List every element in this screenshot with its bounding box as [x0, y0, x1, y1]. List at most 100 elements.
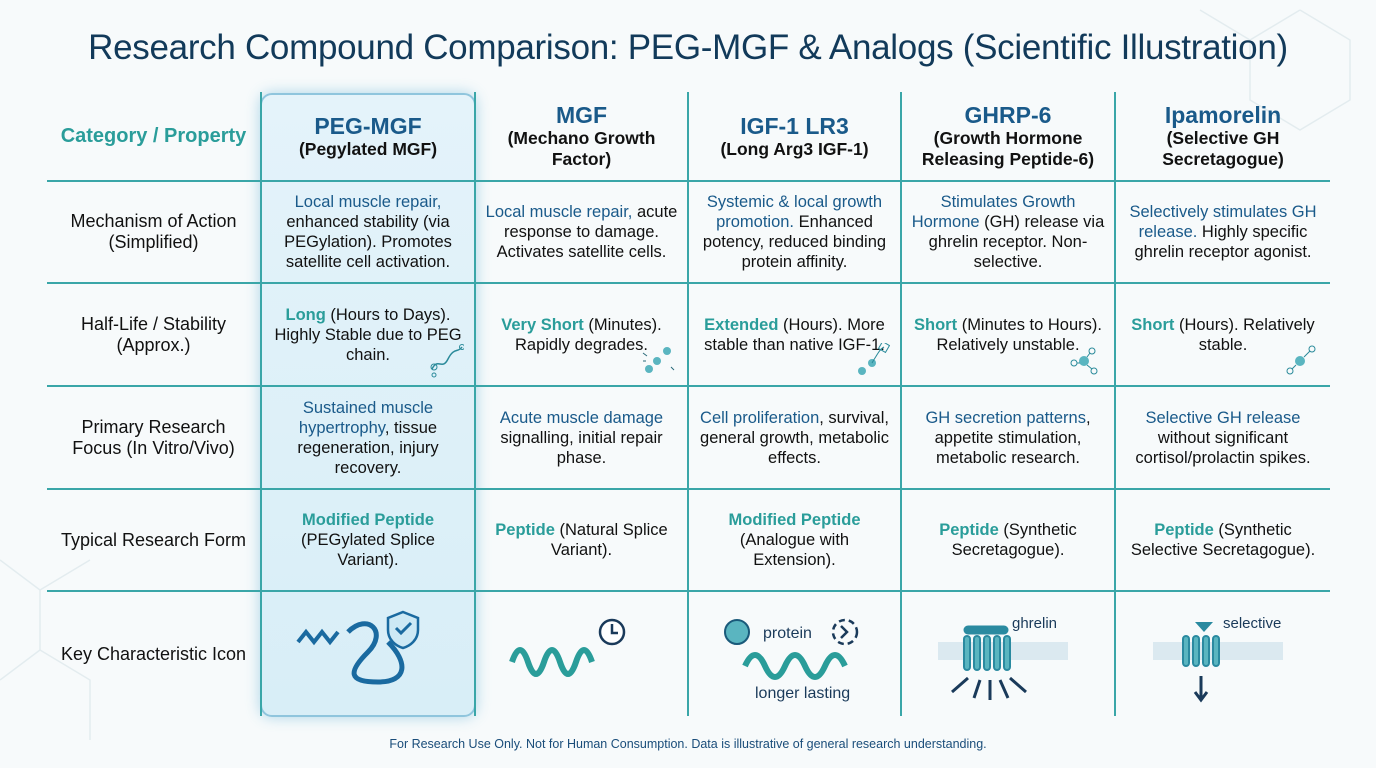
cell-text: Modified Peptide (PEGylated Splice Varia… [270, 510, 466, 570]
category-header-cell: Category / Property [47, 92, 260, 180]
cell-body: enhanced stability (via PEGylation). Pro… [284, 213, 452, 271]
cell-body: Highly specific ghrelin receptor agonist… [1134, 223, 1312, 261]
cell-text: Peptide (Synthetic Secretagogue). [910, 520, 1106, 560]
table-cell: GH secretion patterns, appetite stimulat… [900, 385, 1114, 488]
cell-text: Short (Hours). Relatively stable. [1124, 315, 1322, 355]
cell-highlight: Selectively stimulates GH release. [1129, 203, 1317, 241]
compound-name: Ipamorelin [1164, 102, 1282, 128]
cell-text: Sustained muscle hypertrophy, tissue reg… [270, 398, 466, 478]
cell-text: Stimulates Growth Hormone (GH) release v… [910, 192, 1106, 272]
cell-highlight: Modified Peptide [302, 511, 434, 529]
cell-text: GH secretion patterns, appetite stimulat… [910, 408, 1106, 468]
row-label: Half-Life / Stability (Approx.) [80, 313, 227, 355]
cell-text: Selective GH release without significant… [1124, 408, 1322, 468]
row-label-cell: Half-Life / Stability (Approx.) [47, 282, 260, 385]
cell-highlight: Systemic & local growth promotion. [706, 193, 883, 231]
icon-cell [260, 590, 474, 716]
row-label: Mechanism of Action (Simplified) [70, 211, 237, 252]
table-cell: Local muscle repair, acute response to d… [474, 180, 687, 282]
cell-highlight: Extended [704, 315, 779, 334]
table-cell: Modified Peptide (PEGylated Splice Varia… [260, 488, 474, 590]
compound-subtitle: (Pegylated MGF) [298, 138, 438, 159]
compound-name: PEG-MGF [314, 112, 422, 139]
cell-text: Cell proliferation, survival, general gr… [697, 408, 892, 468]
cell-body: , appetite stimulation, metabolic resear… [934, 408, 1091, 467]
table-cell: Peptide (Natural Splice Variant). [474, 488, 687, 590]
protein-longer-lasting-icon: protein longer lasting [723, 618, 858, 702]
cell-body: (Synthetic Secretagogue). [951, 521, 1077, 559]
peptide-clock-icon [508, 618, 625, 677]
selective-label: selective [1223, 615, 1281, 632]
cell-text: Selectively stimulates GH release. Highl… [1124, 202, 1322, 262]
cell-body: acute response to damage. Activates sate… [496, 203, 678, 261]
icon-cell: protein longer lasting [687, 590, 900, 716]
molecule-icon [642, 347, 675, 373]
ghrelin-receptor-icon: ghrelin [938, 615, 1068, 700]
table-cell: Extended (Hours). More stable than nativ… [687, 282, 900, 385]
cell-text: Local muscle repair, acute response to d… [484, 202, 679, 262]
cell-highlight: Local muscle repair, [485, 203, 633, 221]
cell-highlight: Short [1131, 315, 1175, 334]
row-label-cell: Mechanism of Action (Simplified) [47, 180, 260, 282]
compound-name: MGF [555, 102, 608, 128]
cell-highlight: Short [914, 315, 958, 334]
cell-body: , tissue regeneration, injury recovery. [297, 418, 439, 477]
category-header: Category / Property [60, 125, 247, 147]
table-cell: Short (Hours). Relatively stable. [1114, 282, 1330, 385]
cell-highlight: GH secretion patterns [925, 408, 1086, 427]
cell-body: (PEGylated Splice Variant). [301, 531, 435, 569]
column-header-3: GHRP-6 (Growth Hormone Releasing Peptide-… [900, 92, 1114, 180]
peptide-shield-icon [296, 610, 420, 685]
cell-body: (Hours). Relatively stable. [1174, 315, 1315, 354]
column-header-0: PEG-MGF (Pegylated MGF) [260, 92, 474, 180]
row-label: Key Characteristic Icon [60, 643, 247, 664]
cell-highlight: Acute muscle damage [499, 408, 664, 427]
cell-text: Systemic & local growth promotion. Enhan… [697, 192, 892, 272]
cell-text: Local muscle repair, enhanced stability … [270, 192, 466, 272]
cell-body: (Minutes to Hours). Relatively unstable. [936, 315, 1102, 354]
row-label: Typical Research Form [60, 529, 247, 550]
cell-highlight: Peptide [939, 521, 999, 539]
row-label: Primary Research Focus (In Vitro/Vivo) [72, 416, 235, 458]
comparison-table: Category / Property PEG-MGF (Pegylated MG… [47, 92, 1330, 716]
molecule-icon [430, 344, 464, 378]
table-cell: Modified Peptide (Analogue with Extensio… [687, 488, 900, 590]
cell-body: , survival, general growth, metabolic ef… [700, 408, 889, 467]
cell-text: Extended (Hours). More stable than nativ… [697, 315, 892, 355]
cell-highlight: Selective GH release [1145, 408, 1301, 427]
footer-disclaimer: For Research Use Only. Not for Human Con… [389, 737, 987, 751]
cell-body: (Minutes). Rapidly degrades. [515, 315, 662, 354]
compound-subtitle: (Growth Hormone Releasing Peptide-6) [921, 128, 1095, 169]
table-cell: Very Short (Minutes). Rapidly degrades. [474, 282, 687, 385]
cell-text: Modified Peptide (Analogue with Extensio… [697, 510, 892, 570]
compound-name: IGF-1 LR3 [740, 112, 849, 139]
cell-highlight: Cell proliferation [700, 408, 820, 427]
cell-highlight: Local muscle repair, [294, 193, 442, 211]
cell-text: Short (Minutes to Hours). Relatively uns… [910, 315, 1106, 355]
cell-body: (GH) release via ghrelin receptor. Non-s… [928, 213, 1105, 271]
molecule-icon [1070, 347, 1098, 375]
compound-subtitle: (Selective GH Secretagogue) [1162, 128, 1284, 169]
ghrelin-label: ghrelin [1012, 615, 1057, 632]
molecule-icon [1286, 345, 1316, 375]
cell-highlight: Long [285, 305, 326, 324]
cell-highlight: Modified Peptide [728, 511, 861, 529]
icon-cell: ghrelin [900, 590, 1114, 716]
longer-lasting-label: longer lasting [755, 685, 850, 702]
table-cell: Acute muscle damage signalling, initial … [474, 385, 687, 488]
table-cell: Short (Minutes to Hours). Relatively uns… [900, 282, 1114, 385]
cell-body: (Hours). More stable than native IGF-1. [704, 315, 885, 354]
cell-body: (Analogue with Extension). [739, 531, 850, 569]
cell-highlight: Very Short [501, 315, 584, 334]
cell-text: Very Short (Minutes). Rapidly degrades. [484, 315, 679, 355]
table-cell: Peptide (Synthetic Selective Secretagogu… [1114, 488, 1330, 590]
cell-body: without significant cortisol/prolactin s… [1135, 428, 1311, 467]
compound-subtitle: (Long Arg3 IGF-1) [720, 138, 869, 159]
cell-highlight: Peptide [495, 521, 555, 539]
row-label-cell: Key Characteristic Icon [47, 590, 260, 716]
table-cell: Peptide (Synthetic Secretagogue). [900, 488, 1114, 590]
cell-body: (Natural Splice Variant). [550, 521, 668, 559]
cell-text: Peptide (Synthetic Selective Secretagogu… [1124, 520, 1322, 560]
selective-receptor-icon: selective [1153, 615, 1283, 703]
protein-label: protein [763, 625, 812, 642]
